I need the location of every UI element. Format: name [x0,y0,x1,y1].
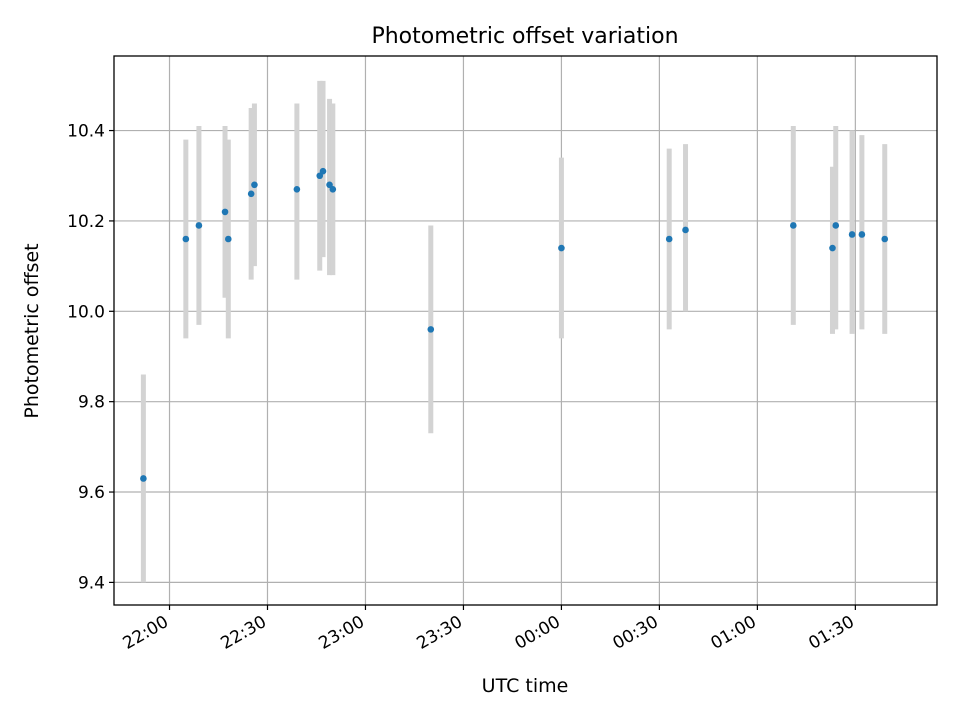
y-axis: 9.4 9.6 9.8 10.0 10.2 10.4 [67,122,114,593]
data-point [195,222,203,229]
plot-frame [113,55,938,606]
y-tick-label: 10.2 [67,212,105,232]
x-tick-label: 22:00 [120,612,172,654]
chart-title: Photometric offset variation [371,24,678,49]
x-tick-label: 01:30 [805,612,857,654]
data-points [140,167,889,482]
y-tick-label: 9.8 [78,393,105,413]
x-tick-label: 23:00 [316,612,368,654]
data-point [881,235,889,243]
y-tick-label: 10.0 [67,302,105,322]
x-axis-label: UTC time [482,675,569,697]
x-tick-label: 22:30 [218,612,270,654]
data-point [427,326,435,333]
x-axis: 22:00 22:30 23:00 23:30 00:00 00:30 01:00 01:30 [120,605,858,654]
x-tick-label: 00:30 [609,612,661,654]
data-point [319,167,327,175]
data-point [221,208,229,216]
data-point [682,226,689,234]
y-tick-label: 10.4 [67,122,105,142]
data-point [832,222,840,229]
grid [114,56,937,605]
data-point [140,475,147,482]
y-axis-label: Photometric offset [21,243,43,418]
x-tick-label: 23:30 [414,612,466,654]
x-tick-label: 01:00 [707,612,759,654]
data-point [665,235,673,243]
data-point [182,235,190,243]
data-point [225,235,232,243]
data-point [329,185,337,193]
y-tick-label: 9.4 [78,573,105,593]
error-bars [140,80,888,583]
y-tick-label: 9.6 [78,483,105,503]
data-point [829,244,836,252]
data-point [848,231,856,238]
data-point [251,181,258,189]
data-point [247,190,255,198]
data-point [293,185,301,193]
data-point [790,222,797,229]
data-point [858,231,866,238]
data-point [558,244,565,252]
x-tick-label: 00:00 [511,612,563,654]
